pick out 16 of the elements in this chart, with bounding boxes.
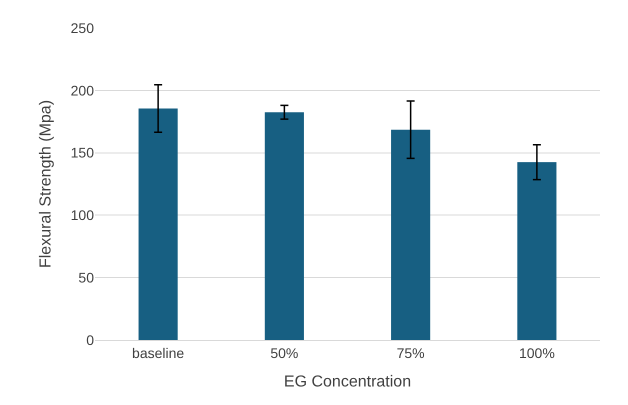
bar xyxy=(517,162,556,340)
x-axis-title: EG Concentration xyxy=(284,374,412,390)
x-tick-label: 100% xyxy=(518,344,555,361)
x-tick-label: baseline xyxy=(132,344,184,361)
y-tick-label: 250 xyxy=(70,20,94,36)
y-tick-label: 200 xyxy=(70,82,94,98)
y-tick-label: 0 xyxy=(86,332,94,348)
bar xyxy=(138,108,178,340)
bar xyxy=(264,112,304,340)
y-tick-label: 150 xyxy=(70,144,94,161)
bar xyxy=(391,130,430,340)
y-tick-label: 100 xyxy=(70,207,94,224)
y-tick-label: 50 xyxy=(78,270,94,286)
y-axis-title: Flexural Strength (Mpa) xyxy=(38,100,55,268)
x-tick-label: 75% xyxy=(396,344,425,361)
x-tick-label: 50% xyxy=(270,344,298,361)
